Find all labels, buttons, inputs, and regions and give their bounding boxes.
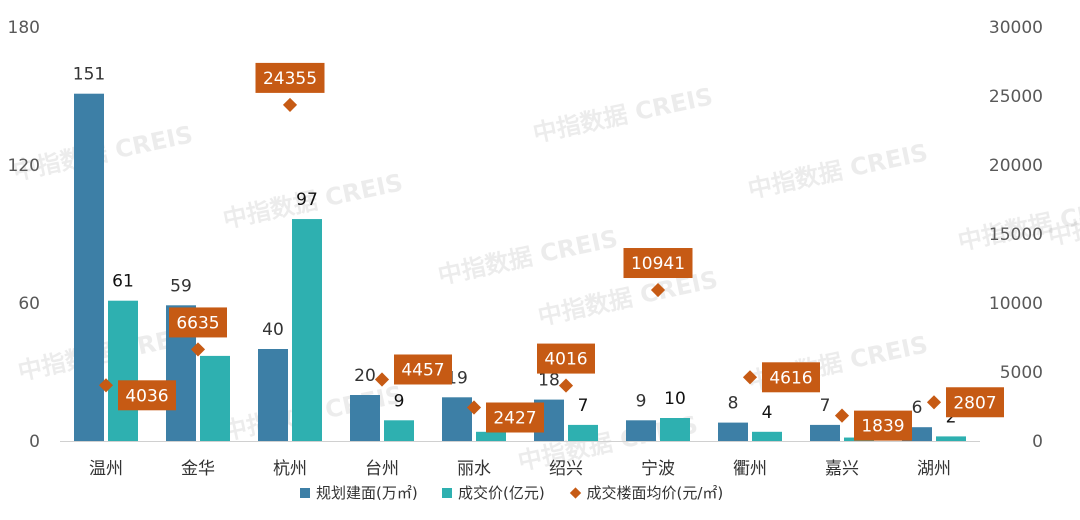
legend-swatch (442, 488, 452, 498)
watermark-text: 中指数据 CREIS (435, 224, 620, 289)
left-axis-tick-label: 0 (29, 432, 40, 452)
category-label: 金华 (181, 459, 215, 479)
price-label-text: 10941 (631, 254, 685, 274)
legend-swatch (300, 488, 310, 498)
bar-series-1 (74, 93, 104, 441)
right-axis-tick-label: 10000 (989, 294, 1043, 314)
price-label-box (946, 387, 1004, 418)
data-label-series-2: 4 (762, 403, 773, 423)
bar-series-2 (384, 420, 414, 441)
data-label-series-2: 9 (394, 391, 405, 411)
price-point-marker (282, 97, 298, 112)
price-label-text: 4616 (769, 368, 812, 388)
right-axis-tick-label: 30000 (989, 18, 1043, 38)
category-label: 宁波 (641, 459, 675, 479)
bar-series-2 (476, 431, 506, 441)
right-axis-tick-label: 0 (1032, 432, 1043, 452)
bar-series-1 (810, 424, 840, 441)
left-axis-tick-label: 120 (8, 156, 40, 176)
data-label-series-2: 10 (664, 389, 686, 409)
watermark-text: 中指数据 CREIS (530, 82, 715, 147)
bar-series-2 (752, 431, 782, 441)
price-label-text: 2427 (493, 409, 536, 429)
price-label-box (486, 402, 544, 433)
data-label-series-1: 151 (73, 65, 105, 85)
bar-series-1 (350, 395, 380, 441)
price-point-marker (190, 342, 206, 357)
price-label-text: 24355 (263, 69, 317, 89)
right-axis-tick-label: 15000 (989, 225, 1043, 245)
bar-series-2 (568, 424, 598, 441)
category-label: 衢州 (733, 458, 767, 479)
legend-label: 成交楼面均价(元/㎡) (587, 484, 724, 502)
left-axis-tick-label: 180 (8, 18, 40, 38)
price-point-marker (834, 408, 850, 423)
category-label: 嘉兴 (825, 459, 859, 479)
data-label-series-1: 6 (912, 398, 923, 418)
category-label: 温州 (89, 459, 123, 479)
price-point-marker (466, 400, 482, 415)
price-label-box (118, 380, 176, 411)
price-point-marker (374, 372, 390, 387)
data-label-series-1: 8 (728, 394, 739, 414)
data-label-series-1: 20 (354, 366, 376, 386)
bar-series-2 (108, 300, 138, 441)
data-label-series-1: 40 (262, 320, 284, 340)
price-label-box (394, 354, 452, 385)
right-axis-tick-label: 5000 (1000, 363, 1043, 383)
legend-swatch (569, 487, 582, 499)
price-label-text: 2807 (953, 393, 996, 413)
price-label-box (623, 248, 693, 279)
data-label-series-1: 18 (538, 371, 560, 391)
data-label-series-2: 2 (946, 407, 957, 427)
bar-series-1 (258, 349, 288, 441)
legend-label: 规划建面(万㎡) (316, 484, 418, 502)
price-label-text: 6635 (176, 313, 219, 333)
bar-series-2 (660, 418, 690, 441)
price-label-text: 4457 (401, 360, 444, 380)
category-label: 杭州 (273, 459, 307, 479)
bar-series-1 (626, 420, 656, 441)
watermark-text: 中指数据 CREIS (745, 138, 930, 203)
bar-series-1 (442, 397, 472, 441)
data-label-series-2: 97 (296, 190, 318, 210)
price-label-box (854, 410, 912, 441)
price-label-text: 4016 (544, 350, 587, 370)
legend-label: 成交价(亿元) (458, 484, 545, 502)
price-point-marker (742, 370, 758, 385)
category-label: 绍兴 (549, 459, 583, 479)
price-point-marker (926, 395, 942, 410)
price-label-box (169, 307, 227, 338)
bar-series-2 (936, 436, 966, 441)
data-label-series-1: 59 (170, 276, 192, 296)
price-point-marker (650, 282, 666, 298)
data-label-series-1: 7 (820, 396, 831, 416)
category-label: 丽水 (457, 459, 491, 479)
left-axis-tick-label: 60 (18, 294, 40, 314)
category-label: 湖州 (917, 459, 951, 479)
price-label-text: 1839 (861, 417, 904, 437)
price-point-marker (98, 378, 114, 393)
price-label-box (537, 343, 595, 374)
right-axis-tick-label: 20000 (989, 156, 1043, 176)
bar-series-1 (718, 422, 748, 441)
price-label-text: 4036 (125, 386, 168, 406)
price-label-box (255, 62, 325, 93)
bar-series-2 (200, 355, 230, 441)
price-label-box (762, 362, 820, 393)
data-label-series-1: 9 (636, 391, 647, 411)
price-point-marker (558, 378, 574, 393)
category-label: 台州 (365, 459, 399, 479)
data-label-series-2: 61 (112, 272, 134, 292)
data-label-series-2: 7 (578, 396, 589, 416)
bar-series-2 (292, 219, 322, 441)
right-axis-tick-label: 25000 (989, 87, 1043, 107)
